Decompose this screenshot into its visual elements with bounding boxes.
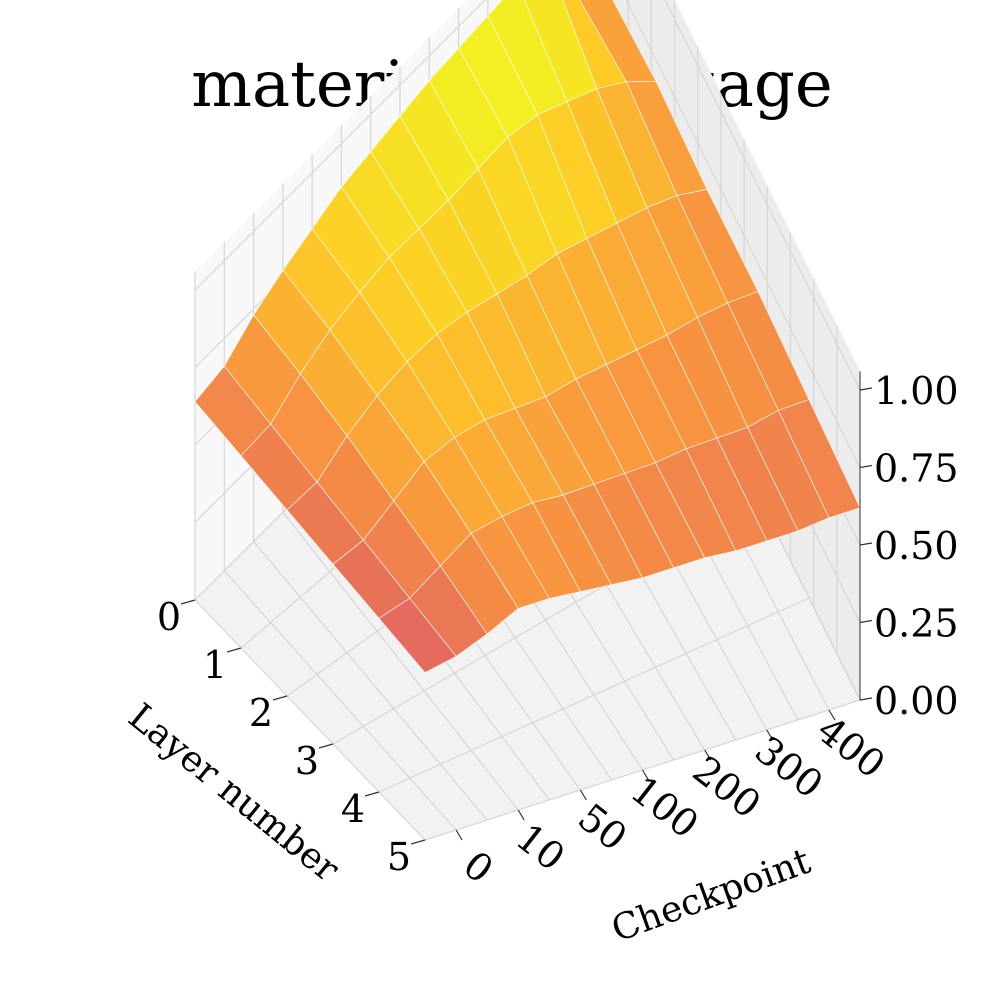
surface-mesh [194, 0, 861, 674]
y-tick-label: 10 [508, 815, 573, 879]
x-tick-mark [180, 599, 196, 605]
x-axis-label: Layer number [121, 696, 348, 891]
y-tick-mark [641, 769, 650, 781]
y-tick-label: 0 [455, 842, 501, 892]
x-tick-mark [226, 647, 242, 653]
z-tick-label: 0.25 [874, 602, 959, 646]
x-tick-label: 2 [249, 691, 273, 735]
z-tick-mark [859, 464, 873, 469]
x-tick-mark [318, 743, 334, 749]
grid-line [253, 541, 488, 821]
y-axis-label: Checkpoint [606, 841, 816, 951]
z-tick-label: 0.00 [874, 679, 959, 723]
z-tick-mark [859, 542, 873, 546]
grid-line [223, 570, 457, 831]
grid-line [282, 511, 519, 811]
z-tick-label: 0.50 [874, 524, 959, 568]
x-tick-mark [364, 791, 380, 797]
z-tick-mark [859, 387, 873, 391]
y-tick-label: 50 [570, 795, 635, 859]
surface-cell [378, 597, 457, 674]
x-tick-label: 1 [203, 643, 227, 687]
x-tick-label: 0 [157, 595, 181, 639]
y-tick-mark [828, 709, 836, 721]
x-tick-label: 3 [295, 739, 319, 783]
x-tick-mark [272, 695, 288, 701]
z-tick-mark [859, 619, 873, 624]
x-tick-label: 4 [341, 787, 365, 831]
y-tick-mark [517, 809, 525, 821]
z-tick-label: 0.75 [874, 447, 959, 491]
x-tick-label: 5 [387, 835, 411, 879]
grid-line [194, 0, 861, 391]
y-tick-mark [455, 829, 463, 841]
x-tick-mark [410, 839, 426, 845]
y-tick-mark [704, 749, 712, 761]
y-tick-mark [579, 789, 587, 801]
z-tick-label: 1.00 [874, 369, 959, 413]
y-tick-mark [766, 729, 774, 741]
z-tick-mark [859, 697, 873, 701]
grid-line [194, 599, 426, 841]
